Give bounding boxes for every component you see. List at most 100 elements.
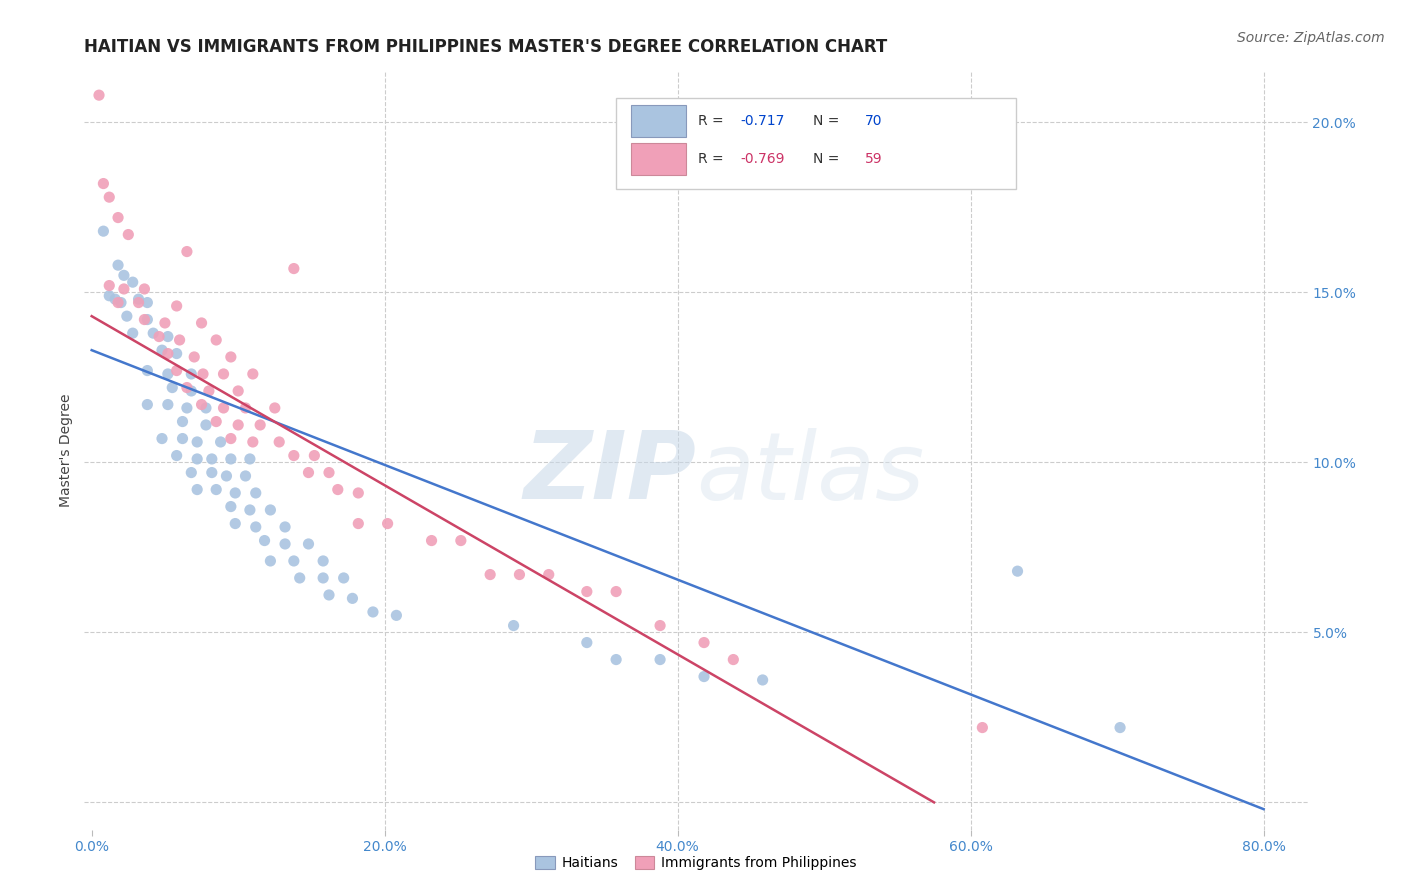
Point — [166, 449, 188, 463]
Point — [239, 503, 262, 517]
Point — [215, 469, 238, 483]
Point — [156, 346, 179, 360]
Point — [136, 312, 159, 326]
Point — [420, 533, 443, 548]
Point — [148, 329, 170, 343]
Point — [226, 417, 249, 432]
Point — [191, 367, 214, 381]
Point — [107, 295, 129, 310]
Point — [605, 652, 627, 666]
Point — [176, 380, 198, 394]
Text: ZIP: ZIP — [523, 427, 696, 519]
Point — [224, 516, 246, 531]
Text: 59: 59 — [865, 153, 883, 166]
Point — [219, 350, 242, 364]
Point — [502, 618, 524, 632]
Point — [385, 608, 408, 623]
Point — [115, 309, 138, 323]
Y-axis label: Master's Degree: Master's Degree — [59, 393, 73, 508]
Point — [110, 295, 132, 310]
Text: atlas: atlas — [696, 427, 924, 519]
Point — [283, 554, 305, 568]
Point — [347, 516, 370, 531]
Point — [180, 367, 202, 381]
Point — [377, 516, 399, 531]
Point — [156, 367, 179, 381]
Point — [176, 244, 198, 259]
Point — [972, 721, 994, 735]
Point — [219, 452, 242, 467]
Point — [104, 292, 127, 306]
Point — [508, 567, 530, 582]
Point — [312, 571, 335, 585]
Point — [169, 333, 191, 347]
Point — [288, 571, 311, 585]
Point — [136, 363, 159, 377]
Text: Source: ZipAtlas.com: Source: ZipAtlas.com — [1237, 31, 1385, 45]
Point — [142, 326, 165, 340]
Point — [242, 367, 264, 381]
Text: R =: R = — [699, 153, 724, 166]
Point — [263, 401, 285, 415]
FancyBboxPatch shape — [631, 144, 686, 175]
Point — [249, 417, 271, 432]
FancyBboxPatch shape — [616, 98, 1017, 189]
Point — [150, 343, 173, 358]
Point — [326, 483, 349, 497]
Point — [648, 652, 671, 666]
Point — [242, 434, 264, 449]
Point — [205, 415, 228, 429]
Point — [186, 483, 208, 497]
Point — [575, 584, 598, 599]
Point — [245, 486, 267, 500]
Point — [186, 452, 208, 467]
Text: R =: R = — [699, 114, 724, 128]
Point — [107, 211, 129, 225]
Text: 70: 70 — [865, 114, 883, 128]
Point — [156, 398, 179, 412]
Point — [575, 635, 598, 649]
Point — [98, 190, 121, 204]
Point — [209, 434, 232, 449]
Point — [259, 554, 281, 568]
Point — [176, 401, 198, 415]
Point — [226, 384, 249, 398]
Point — [297, 466, 319, 480]
Point — [166, 346, 188, 360]
Point — [245, 520, 267, 534]
Point — [93, 224, 115, 238]
Text: N =: N = — [814, 114, 839, 128]
FancyBboxPatch shape — [631, 105, 686, 137]
Point — [212, 401, 235, 415]
Point — [190, 398, 212, 412]
Point — [162, 380, 184, 394]
Point — [274, 520, 297, 534]
Point — [283, 449, 305, 463]
Text: HAITIAN VS IMMIGRANTS FROM PHILIPPINES MASTER'S DEGREE CORRELATION CHART: HAITIAN VS IMMIGRANTS FROM PHILIPPINES M… — [84, 38, 887, 56]
Point — [156, 329, 179, 343]
Point — [648, 618, 671, 632]
Point — [190, 316, 212, 330]
Point — [751, 673, 773, 687]
Point — [153, 316, 176, 330]
Point — [136, 295, 159, 310]
Point — [332, 571, 354, 585]
Point — [450, 533, 472, 548]
Text: N =: N = — [814, 153, 839, 166]
Point — [605, 584, 627, 599]
Point — [166, 363, 188, 377]
Point — [1007, 564, 1029, 578]
Point — [98, 289, 121, 303]
Point — [183, 350, 205, 364]
Point — [1109, 721, 1132, 735]
Point — [312, 554, 335, 568]
Point — [723, 652, 745, 666]
Point — [318, 588, 340, 602]
Point — [219, 500, 242, 514]
Point — [121, 326, 143, 340]
Point — [186, 434, 208, 449]
Point — [117, 227, 139, 242]
Point — [283, 261, 305, 276]
Point — [107, 258, 129, 272]
Point — [172, 432, 194, 446]
